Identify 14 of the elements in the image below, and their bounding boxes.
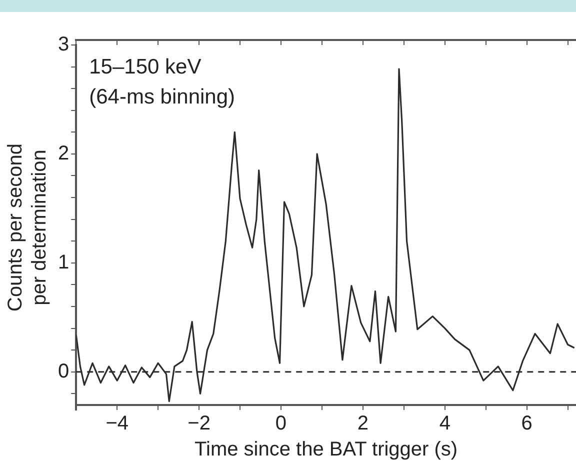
y-tick-label: 2: [58, 142, 70, 164]
annotation: 15–150 keV: [89, 55, 202, 78]
x-tick-label: 0: [275, 412, 287, 435]
y-tick-label: 1: [58, 251, 70, 274]
x-tick-label: 6: [521, 412, 532, 435]
x-tick-label: −4: [106, 412, 129, 435]
annotation: (64-ms binning): [89, 85, 236, 108]
x-tick-label: −2: [188, 412, 210, 435]
x-tick-label: 4: [439, 412, 450, 435]
x-axis-title: Time since the BAT trigger (s): [194, 438, 458, 461]
y-tick-label: 3: [58, 34, 70, 56]
x-tick-label: 2: [357, 412, 368, 435]
y-axis-title: Counts per second per determination: [4, 144, 51, 312]
y-tick-label: 0: [58, 360, 70, 382]
